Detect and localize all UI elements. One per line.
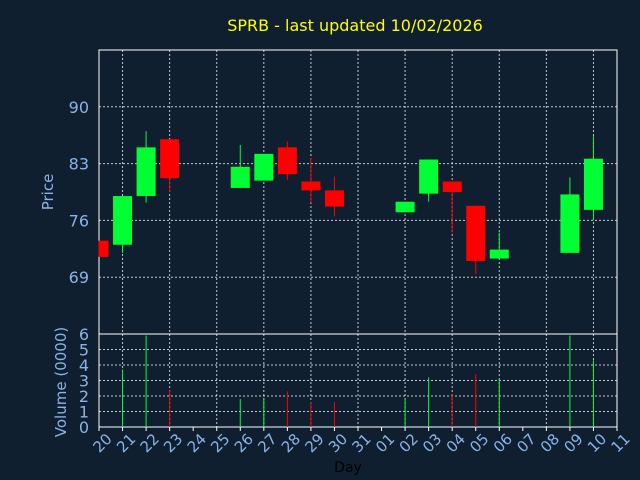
volume-tick-label: 4 <box>79 356 89 375</box>
x-tick-label: 01 <box>372 430 398 456</box>
volume-tick-label: 3 <box>79 372 89 391</box>
x-tick-label: 25 <box>207 430 233 456</box>
x-tick-label: 05 <box>466 430 492 456</box>
x-tick-label: 08 <box>537 430 563 456</box>
x-tick-label: 06 <box>490 430 516 456</box>
x-tick-label: 11 <box>608 430 634 456</box>
candle <box>136 131 156 203</box>
candle-body <box>113 196 133 245</box>
x-tick-label: 03 <box>419 430 445 456</box>
price-tick-label: 76 <box>69 211 89 230</box>
candle <box>113 196 133 253</box>
x-tick-label: 10 <box>584 430 610 456</box>
candle-body <box>419 159 439 194</box>
volume-tick-label: 0 <box>79 418 89 437</box>
x-tick-label: 28 <box>278 430 304 456</box>
candle <box>324 176 344 217</box>
x-tick-label: 27 <box>254 430 280 456</box>
chart-title: SPRB - last updated 10/02/2026 <box>227 16 483 35</box>
candle <box>230 144 250 188</box>
volume-tick-label: 5 <box>79 341 89 360</box>
volume-tick-label: 2 <box>79 387 89 406</box>
price-tick-label: 83 <box>69 155 89 174</box>
candle <box>583 136 603 221</box>
volume-axis-label: Volume (0000) <box>52 327 70 437</box>
x-tick-label: 30 <box>325 430 351 456</box>
candle-body <box>160 139 180 179</box>
candle-body <box>583 158 603 210</box>
price-axis-label: Price <box>39 174 57 211</box>
candle <box>466 205 486 274</box>
price-tick-label: 90 <box>69 98 89 117</box>
volume-tick-label: 6 <box>79 325 89 344</box>
candle-body <box>324 190 344 207</box>
x-axis-label: Day <box>334 460 362 476</box>
candle <box>254 153 274 181</box>
candle-body <box>254 153 274 181</box>
candle <box>301 157 321 203</box>
x-tick-label: 09 <box>560 430 586 456</box>
candle-body <box>230 166 250 188</box>
candle <box>98 240 109 257</box>
x-tick-label: 04 <box>443 430 469 456</box>
candle <box>560 177 580 253</box>
x-tick-label: 07 <box>513 430 539 456</box>
candle-body <box>277 147 297 175</box>
x-tick-label: 20 <box>90 430 116 456</box>
x-tick-label: 21 <box>113 430 139 456</box>
volume-tick-label: 1 <box>79 403 89 422</box>
x-tick-label: 29 <box>301 430 327 456</box>
candle <box>489 232 509 259</box>
x-tick-label: 24 <box>184 430 210 456</box>
candle <box>395 201 415 213</box>
x-axis-ticks: 2021222324252627282930310102030405060708… <box>90 427 634 456</box>
x-tick-label: 31 <box>349 430 375 456</box>
candle <box>442 181 462 233</box>
candle-body <box>560 194 580 253</box>
candle <box>277 141 297 180</box>
candle-body <box>466 205 486 261</box>
x-tick-label: 23 <box>160 430 186 456</box>
candle <box>160 139 180 192</box>
candle-body <box>489 249 509 259</box>
price-tick-label: 69 <box>69 268 89 287</box>
price-panel: 69 76 83 90 <box>69 49 618 335</box>
x-tick-label: 22 <box>137 430 163 456</box>
candle-body <box>99 240 109 257</box>
candle <box>419 159 439 202</box>
candle-body <box>301 181 321 191</box>
x-tick-label: 26 <box>231 430 257 456</box>
candle-body <box>136 147 156 197</box>
candle-body <box>395 201 415 213</box>
x-tick-label: 02 <box>396 430 422 456</box>
candle-body <box>442 181 462 192</box>
